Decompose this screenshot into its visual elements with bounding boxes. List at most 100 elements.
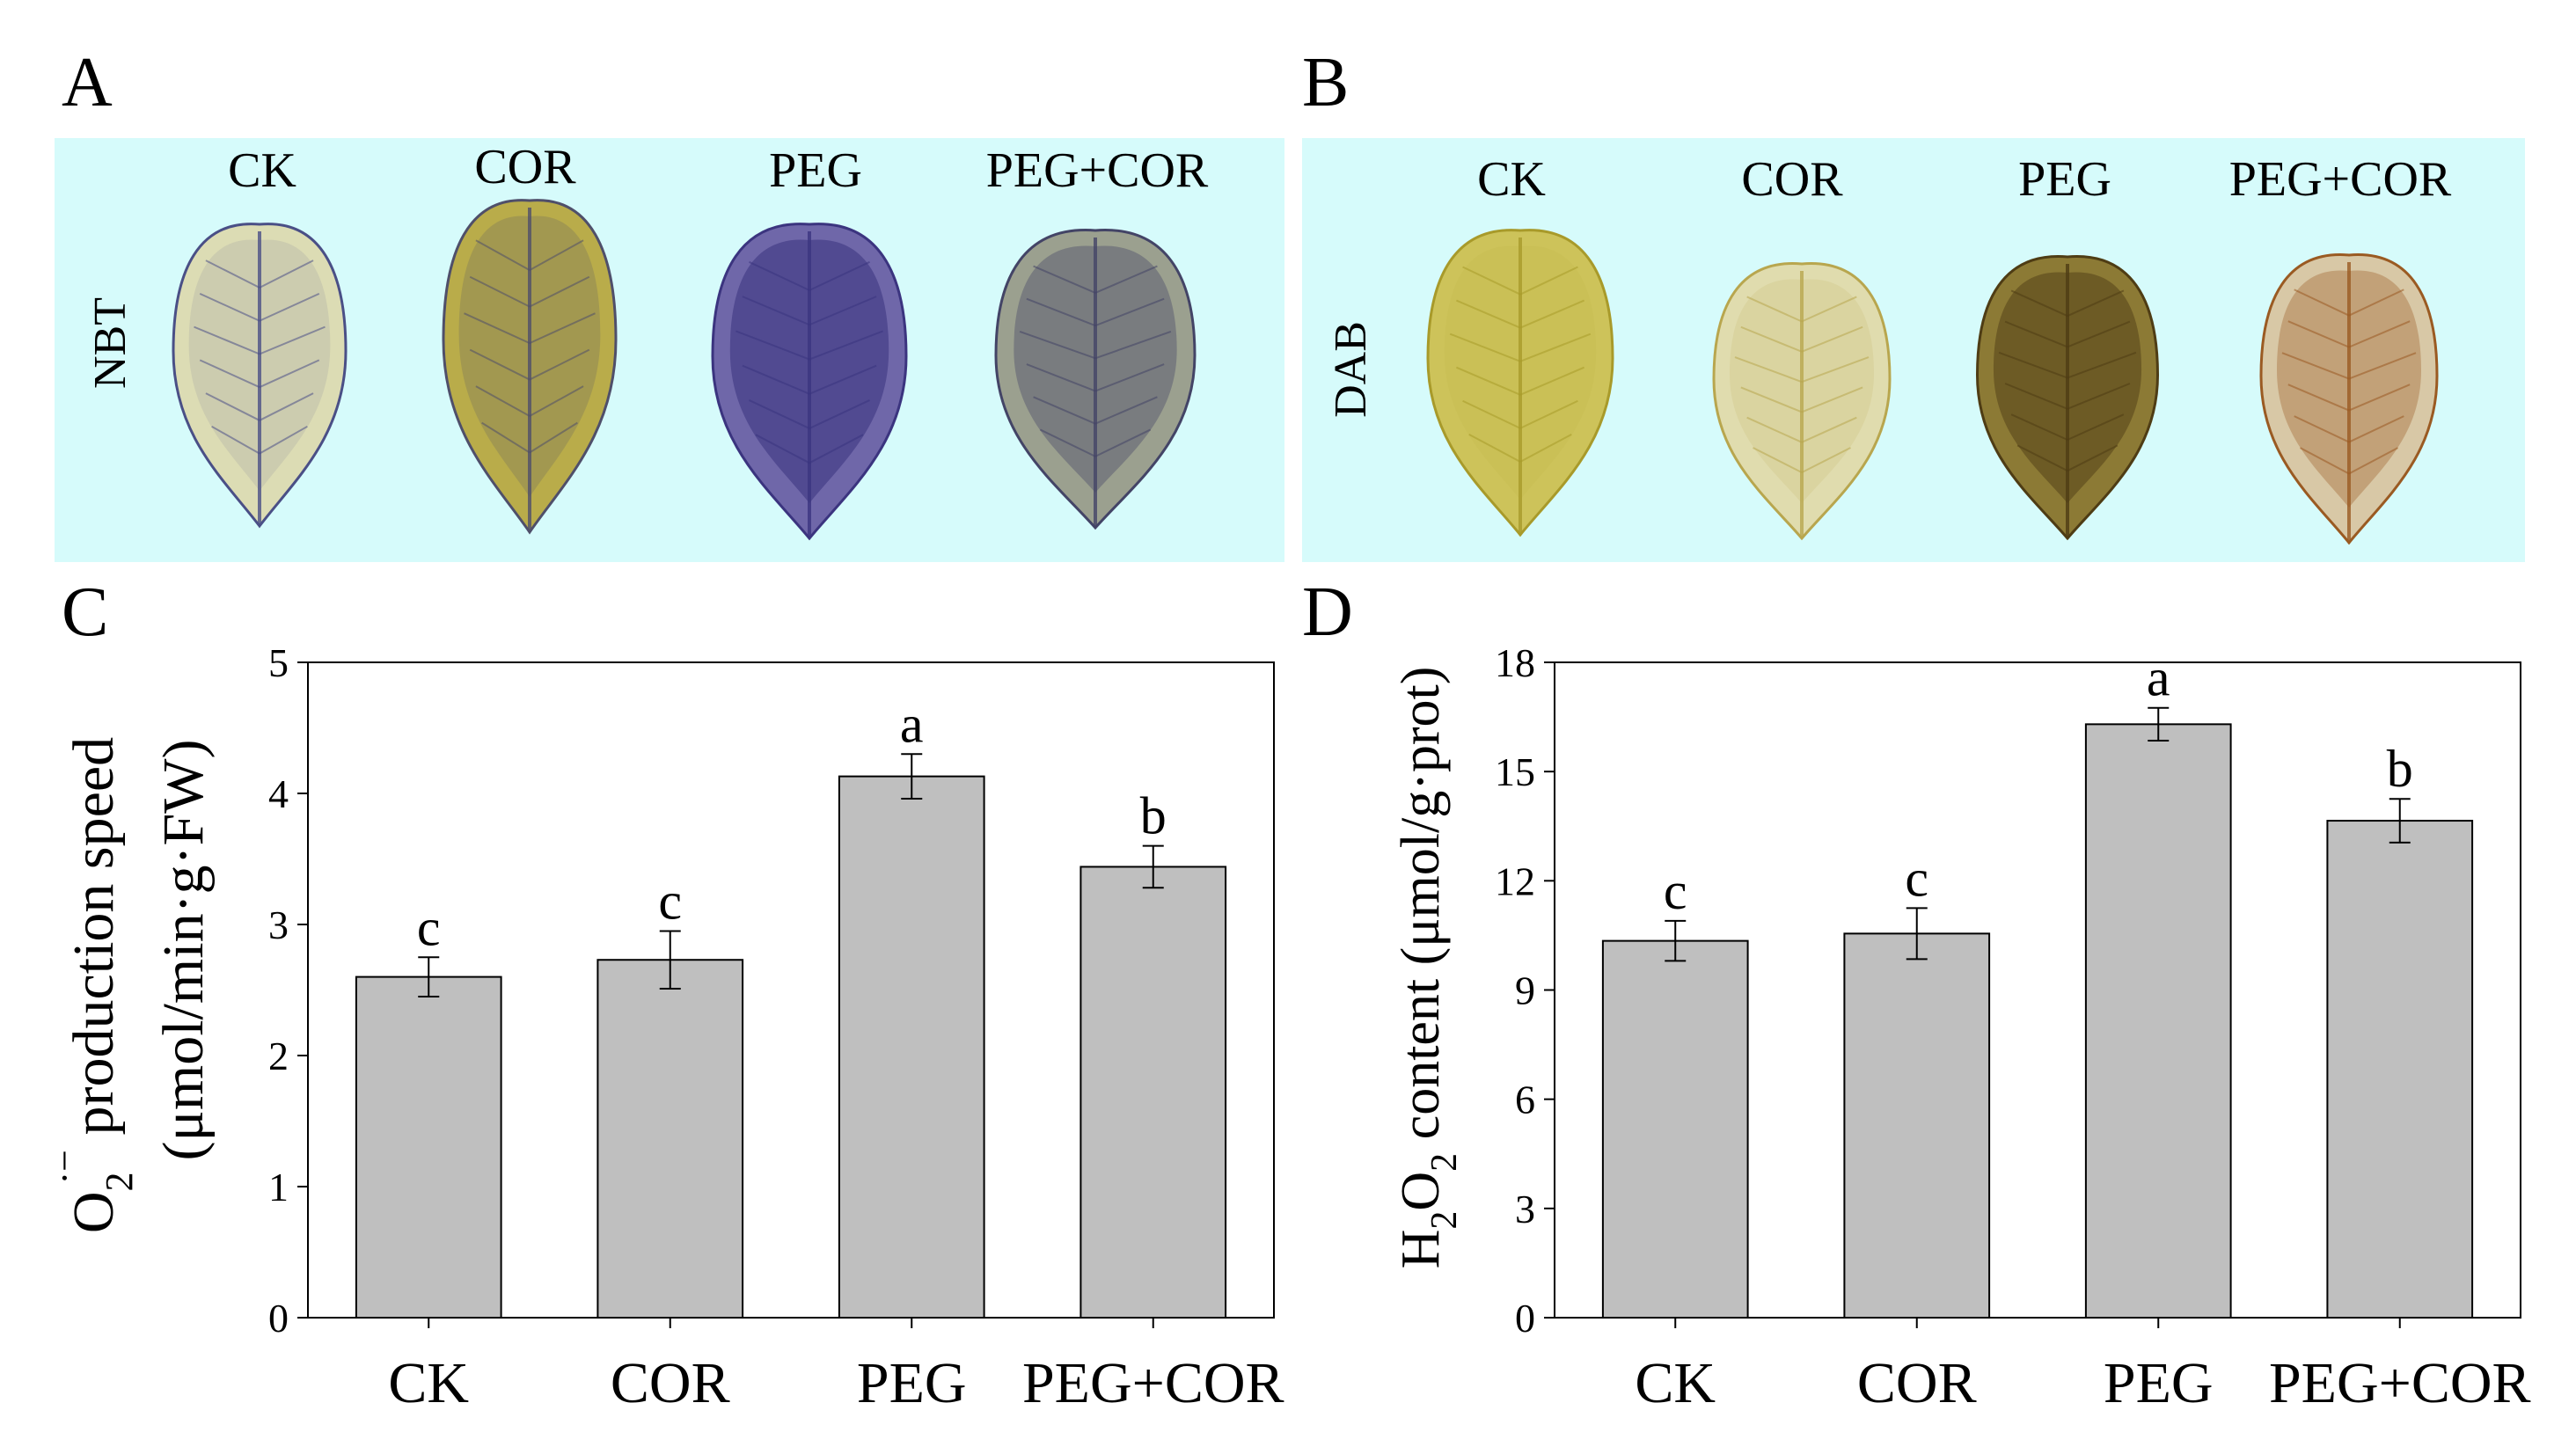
- panel-a-leaf-vein: [735, 330, 810, 361]
- panel-a-label-cor: COR: [474, 140, 576, 194]
- panel-c-bar-4: [1079, 866, 1227, 1319]
- panel-a-leaf-1: [172, 223, 348, 529]
- panel-a-leaf-vein: [529, 385, 584, 417]
- panel-c-chart: C O2·− production speed (μmol/min·g·FW) …: [43, 574, 1284, 1415]
- panel-d-sig-letter: c: [1905, 849, 1928, 907]
- panel-b-leaf-vein: [1455, 366, 1521, 396]
- panel-d-ytick-label: 12: [1495, 859, 1535, 903]
- panel-b-leaf-vein: [2067, 351, 2137, 379]
- panel-b-leaf-vein: [2348, 415, 2404, 443]
- panel-a-leaf-vein: [1019, 330, 1096, 360]
- panel-c-ylabel-line1: O2·− production speed: [43, 737, 141, 1233]
- panel-b-leaf-vein: [1746, 296, 1803, 323]
- panel-a-leaf-3: [711, 223, 908, 541]
- panel-b-leaf-vein: [2004, 383, 2068, 410]
- panel-a-leaf-4: [994, 229, 1197, 530]
- panel-b-leaf-vein: [2004, 320, 2068, 348]
- panel-a-leaf-vein: [464, 312, 531, 345]
- panel-c-category-label: CK: [388, 1351, 469, 1415]
- panel-a-leaf-vein: [1039, 428, 1096, 457]
- panel-b-leaf-vein: [1519, 366, 1585, 396]
- panel-a-leaf-vein: [529, 275, 590, 308]
- panel-b-leaf-4: [2259, 253, 2439, 545]
- panel-d-ylabel: H2O2 content (μmol/g·prot): [1391, 667, 1465, 1269]
- panel-b-leaf-3: [1975, 255, 2160, 541]
- panel-a-leaf-vein: [1094, 265, 1158, 294]
- panel-a-leaf-vein: [749, 399, 810, 429]
- panel-b-label-pegcor: PEG+COR: [2229, 152, 2452, 207]
- panel-a-leaf-vein: [1094, 363, 1165, 392]
- panel-b: B CK COR PEG PEG+COR DAB: [1302, 44, 2525, 562]
- panel-a-leaf-vein: [469, 348, 531, 381]
- panel-b-leaf-vein: [2010, 413, 2068, 441]
- panel-a-leaf-vein: [809, 260, 870, 291]
- panel-b-leaf-vein: [2294, 289, 2350, 317]
- panel-c-plot-frame: [307, 661, 1275, 1319]
- panel-b-leaf-vein: [2067, 444, 2119, 472]
- panel-c-bar-2: [596, 959, 744, 1319]
- panel-a-leaf-vein: [259, 425, 308, 455]
- panel-b-leaf-vein: [2281, 352, 2350, 380]
- panel-a-leaf-vein: [259, 325, 326, 355]
- panel-c-bar-1: [355, 975, 502, 1319]
- panel-a-leaf-vein: [1033, 265, 1096, 294]
- panel-b-leaf-vein: [2294, 415, 2350, 443]
- panel-d-ytick-label: 6: [1515, 1078, 1535, 1122]
- panel-b-leaf-vein: [1746, 416, 1803, 443]
- panel-a-label-peg: PEG: [769, 143, 862, 198]
- panel-b-leaf-vein: [2287, 384, 2350, 412]
- panel-d-category-label: CK: [1635, 1351, 1716, 1415]
- panel-a-leaf-vein: [809, 434, 864, 464]
- panel-d-ytick-label: 18: [1495, 640, 1535, 685]
- panel-a-leaf-vein: [809, 296, 877, 326]
- panel-b-leaf-vein: [1462, 266, 1521, 296]
- panel-a-label-pegcor: PEG+COR: [986, 143, 1209, 198]
- panel-a-stain-label: NBT: [85, 297, 135, 389]
- panel-b-leaf-vein: [1519, 399, 1578, 429]
- panel-b-leaf-vein: [1519, 332, 1592, 362]
- panel-b-leaf-vein: [2348, 447, 2398, 475]
- panel-b-label-cor: COR: [1741, 152, 1843, 207]
- panel-c-ytick-label: 1: [268, 1165, 289, 1209]
- panel-b-leaves: [1426, 229, 2439, 545]
- panel-a-leaf-vein: [259, 292, 320, 322]
- panel-b-leaf-vein: [1519, 299, 1585, 329]
- panel-a-leaf-vein: [529, 239, 584, 272]
- panel-d-ytick-label: 15: [1495, 749, 1535, 794]
- panel-d-ytick-label: 3: [1515, 1187, 1535, 1231]
- panel-a-leaf-vein: [809, 399, 870, 429]
- panel-c-sig-letter: c: [658, 872, 682, 930]
- panel-c-sig-letter: b: [1140, 787, 1167, 845]
- panel-a-letter: A: [62, 44, 113, 121]
- panel-a-leaf-vein: [259, 259, 314, 289]
- panel-a-leaf-vein: [1094, 396, 1158, 425]
- panel-d-sig-letter: a: [2147, 649, 2170, 707]
- panel-b-leaf-vein: [2067, 320, 2131, 348]
- panel-a-leaf-vein: [529, 421, 578, 454]
- panel-d-sig-letter: b: [2387, 740, 2413, 798]
- panel-a: A CK COR PEG PEG+COR NBT: [55, 44, 1284, 562]
- panel-a-leaf-vein: [205, 392, 260, 421]
- panel-d-ytick-label: 9: [1515, 968, 1535, 1013]
- panel-b-leaf-vein: [1801, 325, 1863, 353]
- panel-c-ytick-label: 2: [268, 1034, 289, 1078]
- panel-b-stain-label: DAB: [1326, 321, 1376, 418]
- panel-c-ytick-label: 3: [268, 902, 289, 947]
- panel-d-chart: D H2O2 content (μmol/g·prot) 0 3 6 9 12 15 18 c…: [1302, 574, 2531, 1415]
- panel-a-leaf-vein: [1026, 363, 1096, 392]
- panel-c-letter: C: [62, 574, 108, 651]
- panel-b-leaf-vein: [1519, 433, 1572, 463]
- panel-b-leaf-vein: [1519, 266, 1578, 296]
- panel-c-ytick-label: 5: [268, 640, 289, 685]
- panel-b-leaf-vein: [1998, 351, 2068, 379]
- panel-b-leaf-1: [1426, 229, 1614, 537]
- panel-b-label-ck: CK: [1477, 152, 1546, 207]
- panel-c-ylabel-line2: (μmol/min·g·FW): [151, 740, 216, 1161]
- panel-a-leaf-vein: [809, 364, 877, 395]
- panel-c-category-label: PEG: [857, 1351, 967, 1415]
- panel-b-leaf-vein: [1801, 416, 1857, 443]
- panel-b-leaf-vein: [1734, 356, 1803, 384]
- panel-c-category-label: COR: [611, 1351, 730, 1415]
- panel-c-ytick-label: 0: [268, 1296, 289, 1341]
